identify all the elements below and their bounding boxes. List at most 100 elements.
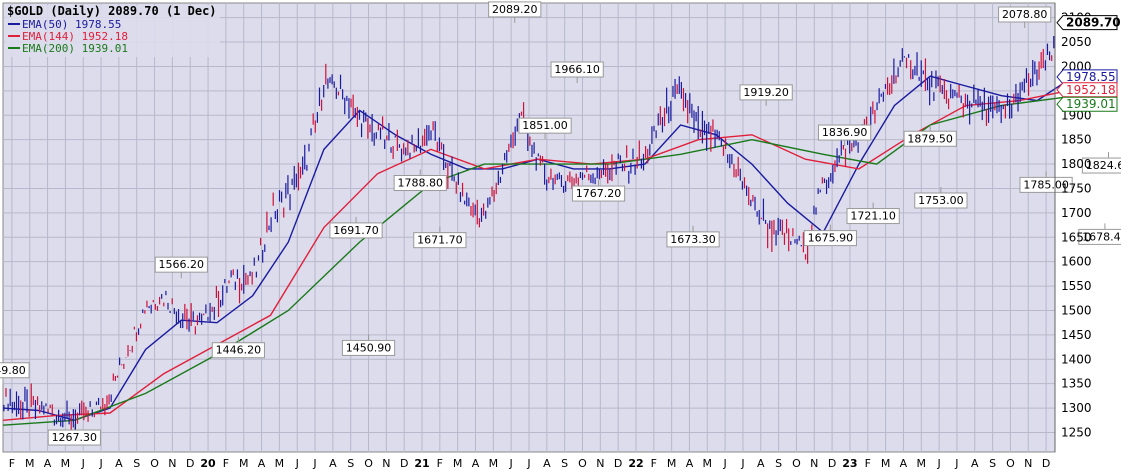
annotation-label: 1824.60 [1086,159,1121,172]
annotation-label: 1753.00 [918,194,964,207]
annotation-label: 1267.30 [52,431,98,444]
x-tick-label: A [900,457,908,470]
annotation-label: 1671.70 [417,234,463,247]
x-tick-label: S [347,457,354,470]
y-tick-label: 1250 [1061,425,1092,439]
x-tick-label: O [364,457,373,470]
annotation-label: 1566.20 [159,258,205,271]
annotation-label: 1678.40 [1082,230,1121,243]
x-tick-label: A [44,457,52,470]
x-tick-label: F [223,457,229,470]
annotation-label: 1966.10 [554,63,600,76]
x-tick-label: N [596,457,604,470]
legend-background [5,5,220,57]
x-tick-label: J [740,457,744,470]
x-tick-label: F [865,457,871,470]
legend-entry: EMA(200) 1939.01 [22,42,128,55]
x-tick-label: J [295,457,299,470]
annotation-box [488,1,542,18]
price-tag-box [1056,69,1118,85]
x-tick-label: D [828,457,836,470]
annotation-box [666,231,720,248]
y-tick-label: 1500 [1061,303,1092,317]
x-tick-label: N [810,457,818,470]
chart-title: $GOLD (Daily) 2089.70 (1 Dec) [7,4,217,18]
x-tick-label: M [61,457,71,470]
annotation-box [818,124,872,141]
y-tick-label: 1300 [1061,401,1092,415]
x-tick-label: A [329,457,337,470]
x-tick-label: A [472,457,480,470]
x-tick-label: S [775,457,782,470]
price-tag-label: 1978.55 [1066,70,1116,84]
annotation-box [571,185,626,202]
annotation-box [903,130,957,147]
x-tick-label: O [1006,457,1015,470]
x-tick-label: N [168,457,176,470]
y-tick-label: 1900 [1061,108,1092,122]
annotation-box [393,175,447,192]
annotation-box [846,208,900,225]
annotation-label: 1349.80 [0,364,26,377]
x-tick-label: D [614,457,622,470]
price-tag-label: 1939.01 [1066,97,1116,111]
x-tick-label: 21 [414,457,429,470]
x-tick-label: O [150,457,159,470]
annotation-label: 1919.20 [743,86,789,99]
x-tick-label: 23 [842,457,857,470]
x-tick-label: 20 [200,457,216,470]
x-tick-label: J [81,457,85,470]
x-tick-label: S [561,457,568,470]
x-tick-label: O [578,457,587,470]
annotation-label: 2089.20 [492,3,538,16]
annotation-box [1081,157,1121,174]
x-tick-label: J [98,457,102,470]
x-tick-label: F [651,457,657,470]
ema-line-3 [2,95,1073,426]
x-tick-label: J [723,457,727,470]
x-tick-label: D [400,457,408,470]
x-tick-label: M [25,457,35,470]
x-tick-label: J [312,457,316,470]
price-tag-label: 2089.70 [1066,16,1121,30]
x-tick-label: A [757,457,765,470]
legend: $GOLD (Daily) 2089.70 (1 Dec)EMA(50) 197… [5,4,220,57]
annotation-label: 1675.90 [808,232,854,245]
x-tick-label: A [258,457,266,470]
y-tick-label: 1750 [1061,181,1092,195]
annotation-label: 1446.20 [216,344,262,357]
annotation-label: 1851.00 [522,119,568,132]
x-tick-label: F [9,457,15,470]
x-tick-label: D [1042,457,1050,470]
annotation-label: 1879.50 [907,132,953,145]
annotation-label: 1691.70 [333,224,379,237]
x-tick-label: N [382,457,390,470]
x-tick-label: M [453,457,463,470]
y-tick-label: 1650 [1061,230,1092,244]
x-tick-label: M [703,457,713,470]
x-tick-label: S [133,457,140,470]
x-tick-label: D [186,457,194,470]
price-tag-box [1056,15,1118,31]
annotation-label: 1836.90 [822,126,868,139]
x-tick-label: M [667,457,677,470]
x-tick-label: 22 [628,457,643,470]
annotation-box [413,232,467,249]
annotation-box [154,256,208,273]
y-tick-label: 1600 [1061,255,1092,269]
x-tick-label: N [1024,457,1032,470]
y-tick-label: 1800 [1061,157,1092,171]
annotation-box [47,429,101,446]
x-tick-label: J [509,457,513,470]
x-tick-label: M [239,457,249,470]
x-tick-label: A [971,457,979,470]
ema-line-2 [2,89,1073,421]
annotation-box [739,84,793,101]
x-tick-label: M [275,457,285,470]
annotation-box [1019,176,1073,193]
grid-layer [3,3,1055,452]
annotation-box [518,117,572,134]
x-tick-label: S [989,457,996,470]
y-tick-label: 1850 [1061,133,1092,147]
